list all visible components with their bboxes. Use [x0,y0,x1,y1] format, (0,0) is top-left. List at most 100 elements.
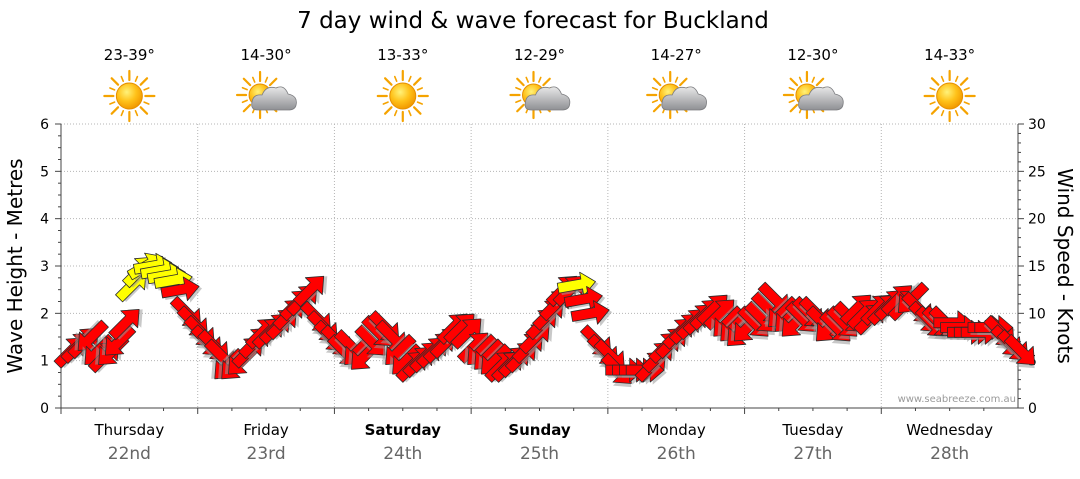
sun-ray [384,106,393,115]
right-tick-label: 20 [1028,212,1046,228]
day-name-label: Friday [243,421,289,439]
sun-ray [393,109,398,117]
day-temp-label: 23-39° [104,46,155,64]
day-date-label: 26th [657,444,696,464]
right-tick-label: 30 [1028,117,1046,133]
wind-arrow-body [570,300,610,325]
sun-ray [134,109,139,117]
wind-arrow-body [1003,333,1036,366]
right-tick-label: 10 [1028,306,1046,322]
day-name-label: Monday [647,421,706,439]
sun-ray [139,106,149,115]
sun-ray [408,109,412,117]
watermark: www.seabreeze.com.au [898,394,1016,405]
wind-arrow-body [108,308,140,341]
right-tick-label: 0 [1028,401,1037,417]
left-tick-label: 3 [40,259,49,275]
wind-arrow-body [77,319,109,351]
sun-ray [930,106,940,115]
day-temp-label: 12-30° [787,46,838,64]
cloud-shape [798,86,844,111]
sun-ray [963,87,970,91]
left-tick-label: 4 [40,212,49,228]
day-name-label: Wednesday [906,421,993,439]
right-tick-label: 25 [1028,164,1046,180]
sun-ray [789,77,799,87]
sun-ray [542,77,551,87]
sun-icon [923,69,976,123]
chart-title: 7 day wind & wave forecast for Buckland [297,8,769,34]
day-name-label: Thursday [93,421,164,439]
left-tick-label: 0 [40,401,49,417]
sun-ray [959,77,969,86]
wind-arrow-body [450,318,482,350]
day-temp-label: 13-33° [377,46,428,64]
sun-ray [412,106,422,115]
day-date-label: 23rd [247,444,286,464]
left-axis-label: Wave Height - Metres [3,158,27,373]
x-axis: Thursday 22nd Friday 23rd Saturday 24th Sunday… [60,408,993,464]
wind-arrow [1003,333,1036,369]
day-temp-label: 14-33° [924,46,975,64]
sun-ray [940,75,945,83]
sun-ray [109,87,116,91]
sun-ray [959,106,969,115]
wind-arrow [450,318,485,350]
sun-ray [412,77,422,86]
sun-ray [954,75,959,83]
sun-ray [662,76,666,83]
sun-ray [815,77,825,87]
sun-ray [525,76,529,83]
sun-ray [416,101,423,105]
sun-ray [651,99,659,104]
sun-icon [376,69,429,123]
sun-ray [538,76,542,83]
day-name-label: Saturday [365,421,442,439]
sun-ray [143,87,150,91]
sun-ray [515,99,522,104]
right-tick-label: 15 [1028,259,1046,275]
wind-arrow [74,319,109,351]
left-tick-label: 2 [40,306,49,322]
sun-ray [252,76,256,83]
day-temp-label: 14-30° [241,46,292,64]
day-date-label: 27th [793,444,832,464]
sun-ray [134,75,139,83]
day-date-label: 24th [383,444,422,464]
day-temp-label: 12-29° [514,46,565,64]
chart-grid [61,123,1018,408]
sun-ray [110,77,120,86]
sun-ray [384,77,393,86]
sun-ray [954,109,959,117]
sun-ray [652,77,662,87]
day-date-label: 25th [520,444,559,464]
sun-ray [382,101,389,105]
sun-ray [393,75,398,83]
sun-ray [241,86,248,91]
left-tick-label: 1 [40,354,49,370]
wind-arrow-body [160,276,200,302]
sun-disc [389,82,417,110]
sun-ray [264,76,269,83]
sun-cloud-icon [646,70,707,120]
day-temp-label: 14-27° [651,46,702,64]
day-date-label: 28th [930,444,969,464]
weather-row: 23-39° 14-30° 13-33° 12-29° 14-27° 12-30° 14-3… [103,46,976,123]
sun-ray [679,77,688,87]
wind-arrow [160,276,203,303]
left-axis: 0 1 2 3 4 5 6 [40,117,61,417]
sun-ray [789,103,799,113]
day-name-label: Tuesday [781,421,843,439]
wind-arrow [292,275,328,308]
day-date-label: 22nd [108,444,151,464]
right-axis: 051015202530 [1018,117,1046,417]
sun-ray [241,99,248,104]
sun-ray [143,101,150,105]
wind-arrow [570,300,613,327]
sun-disc [936,82,964,110]
left-tick-label: 6 [40,117,49,133]
right-axis-label: Wind Speed - Knots [1053,168,1077,364]
sun-ray [798,76,803,83]
sun-icon [103,69,156,123]
sun-cloud-icon [509,70,571,120]
